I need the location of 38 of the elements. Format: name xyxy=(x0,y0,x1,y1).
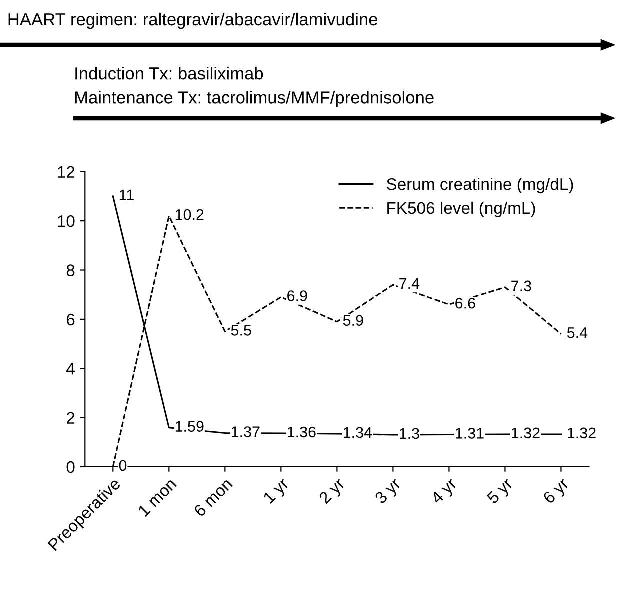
y-tick-label: 2 xyxy=(66,412,75,424)
legend-label: FK506 level (ng/mL) xyxy=(388,202,536,218)
y-tick-label: 6 xyxy=(67,314,75,326)
data-label: 1.32 xyxy=(568,428,596,439)
data-label: 6.9 xyxy=(288,290,308,302)
data-label: 11 xyxy=(120,190,134,200)
y-tick-label: 8 xyxy=(66,264,75,276)
y-tick-label: 4 xyxy=(66,363,75,375)
data-label: 1.36 xyxy=(288,426,316,438)
x-tick-label: 1 yr xyxy=(262,477,292,506)
data-label: 10.2 xyxy=(176,209,204,220)
legend-label: Serum creatinine (mg/dL) xyxy=(386,178,574,194)
x-tick-label: 2 yr xyxy=(318,477,348,507)
data-label: 1.31 xyxy=(456,428,484,439)
text: Induction Tx: basiliximab xyxy=(76,67,264,80)
y-tick-label: 12 xyxy=(58,166,75,178)
y-tick-label: 0 xyxy=(66,461,75,474)
x-tick-label: 6 yr xyxy=(542,477,572,507)
x-tick-label: 3 yr xyxy=(374,477,404,507)
x-tick-label: 1 mon xyxy=(138,478,178,518)
data-label: 5.9 xyxy=(343,315,364,326)
data-label: 5.4 xyxy=(567,328,588,338)
x-tick-label: 5 yr xyxy=(486,477,516,507)
data-label: 1.34 xyxy=(344,427,372,438)
x-tick-label: 6 mon xyxy=(193,478,234,518)
x-tick-label: 4 yr xyxy=(430,477,460,508)
data-label: 7.3 xyxy=(512,280,532,292)
data-label: 7.4 xyxy=(400,278,420,289)
data-label: 1.32 xyxy=(512,428,540,439)
data-label: 1.59 xyxy=(176,421,204,432)
text: HAART regimen: raltegravir/abacavir/lamivudine xyxy=(8,12,378,30)
data-label: 6.6 xyxy=(456,298,476,309)
y-tick-label: 10 xyxy=(58,215,75,228)
data-label: 1.37 xyxy=(232,426,260,438)
data-label: 1.3 xyxy=(400,428,420,440)
text: Maintenance Tx: tacrolimus/MMF/prednisolone xyxy=(75,91,434,108)
data-label: 5.5 xyxy=(231,325,252,336)
data-label: 0 xyxy=(119,460,127,472)
